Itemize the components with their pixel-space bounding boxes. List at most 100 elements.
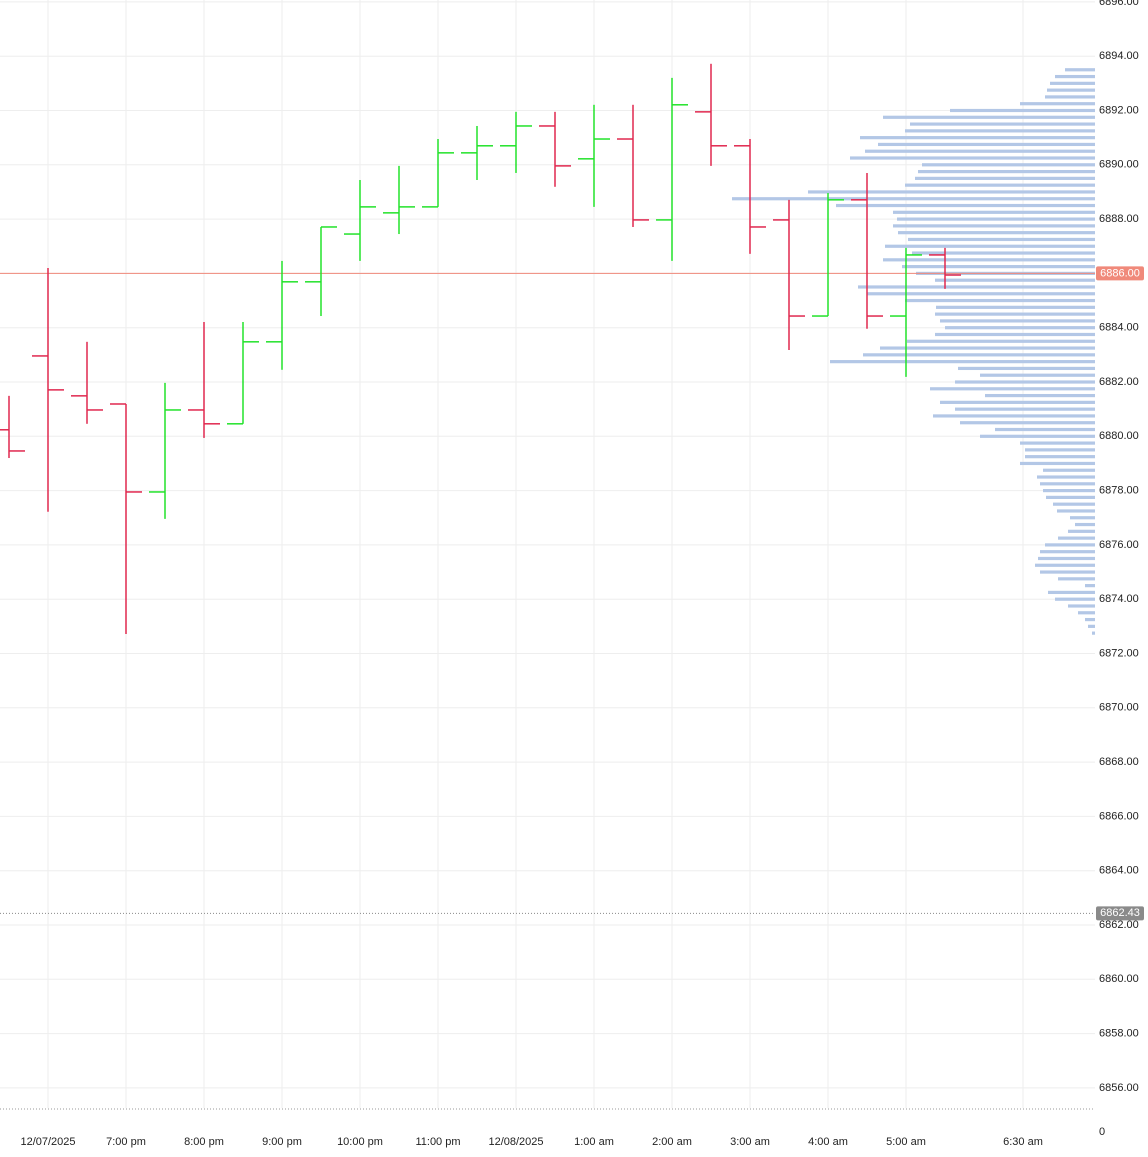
profile-bar bbox=[850, 156, 1095, 160]
profile-bar bbox=[955, 407, 1095, 411]
profile-bar bbox=[1046, 495, 1095, 499]
profile-bar bbox=[1068, 604, 1095, 608]
profile-bar bbox=[1020, 102, 1095, 106]
profile-bar bbox=[922, 163, 1095, 167]
profile-bar bbox=[1075, 522, 1095, 527]
x-tick-label: 10:00 pm bbox=[337, 1136, 383, 1148]
profile-bar bbox=[1020, 461, 1095, 466]
y-tick-label: 6880.00 bbox=[1099, 430, 1139, 442]
profile-bar bbox=[808, 190, 1095, 194]
profile-bar bbox=[905, 298, 1095, 303]
profile-bar bbox=[960, 421, 1095, 425]
profile-bar bbox=[830, 360, 1095, 364]
y-tick-label: 6866.00 bbox=[1099, 810, 1139, 822]
price-badge bbox=[1096, 266, 1144, 281]
y-tick-label: 6876.00 bbox=[1099, 539, 1139, 551]
profile-bar bbox=[1085, 617, 1095, 622]
profile-bar bbox=[1040, 550, 1095, 554]
x-tick-label: 4:00 am bbox=[808, 1136, 848, 1148]
x-tick-label: 1:00 am bbox=[574, 1136, 614, 1148]
profile-bar bbox=[945, 326, 1095, 330]
profile-bar bbox=[1092, 631, 1095, 635]
profile-bar bbox=[995, 427, 1095, 432]
profile-bar bbox=[1053, 502, 1095, 506]
profile-bar bbox=[1068, 529, 1095, 533]
profile-bar bbox=[836, 203, 1095, 208]
profile-bar bbox=[980, 434, 1095, 438]
profile-bar bbox=[940, 319, 1095, 323]
profile-bar bbox=[893, 210, 1095, 214]
profile-bar bbox=[865, 149, 1095, 153]
y-tick-label: 6882.00 bbox=[1099, 376, 1139, 388]
profile-bar bbox=[863, 353, 1095, 357]
x-tick-label: 8:00 pm bbox=[184, 1136, 224, 1148]
x-tick-label: 7:00 pm bbox=[106, 1136, 146, 1148]
profile-bar bbox=[885, 244, 1095, 248]
x-tick-label: 11:00 pm bbox=[415, 1136, 460, 1148]
y-tick-label: 6860.00 bbox=[1099, 973, 1139, 985]
profile-bar bbox=[955, 380, 1095, 384]
profile-bar bbox=[1045, 95, 1095, 99]
profile-bar bbox=[1043, 489, 1095, 493]
profile-bar bbox=[985, 393, 1095, 398]
profile-bar bbox=[907, 339, 1095, 343]
x-tick-label: 12/08/2025 bbox=[488, 1136, 543, 1148]
profile-bar bbox=[860, 136, 1095, 140]
profile-bar bbox=[915, 176, 1095, 180]
y-tick-label: 6862.00 bbox=[1099, 919, 1139, 931]
profile-bar bbox=[1037, 475, 1095, 479]
profile-bar bbox=[898, 231, 1095, 235]
profile-bar bbox=[1078, 611, 1095, 615]
profile-bar bbox=[1048, 590, 1095, 595]
y-tick-label: 6856.00 bbox=[1099, 1082, 1139, 1094]
profile-bar bbox=[883, 258, 1095, 262]
profile-bar bbox=[858, 285, 1095, 289]
profile-bar bbox=[893, 224, 1095, 228]
profile-bar bbox=[1040, 570, 1095, 574]
profile-bar bbox=[933, 414, 1095, 418]
profile-bar bbox=[1038, 556, 1095, 561]
x-tick-label: 2:00 am bbox=[652, 1136, 692, 1148]
profile-bar bbox=[935, 332, 1095, 337]
y-tick-label: 6868.00 bbox=[1099, 756, 1139, 768]
profile-bar bbox=[1058, 536, 1095, 540]
y-tick-label: 6864.00 bbox=[1099, 865, 1139, 877]
profile-bar bbox=[905, 129, 1095, 133]
profile-bar bbox=[940, 400, 1095, 404]
profile-bar bbox=[867, 292, 1095, 296]
price-badge-label: 6862.43 bbox=[1100, 907, 1140, 919]
x-tick-label: 9:00 pm bbox=[262, 1136, 302, 1148]
profile-bar bbox=[902, 265, 1095, 269]
profile-bar bbox=[897, 217, 1095, 221]
profile-bar bbox=[950, 108, 1095, 113]
y-tick-label: 6872.00 bbox=[1099, 647, 1139, 659]
profile-bar bbox=[912, 251, 1095, 255]
profile-bar bbox=[1055, 597, 1095, 601]
profile-bar bbox=[1020, 441, 1095, 445]
profile-bar bbox=[1070, 516, 1095, 520]
profile-bar bbox=[1043, 468, 1095, 472]
profile-bar bbox=[1035, 563, 1095, 567]
y-tick-label: 6878.00 bbox=[1099, 485, 1139, 497]
profile-bar bbox=[910, 122, 1095, 126]
profile-bar bbox=[1058, 577, 1095, 581]
x-tick-label: 6:30 am bbox=[1003, 1136, 1043, 1148]
y-tick-label: 6888.00 bbox=[1099, 213, 1139, 225]
y-tick-label: 6858.00 bbox=[1099, 1028, 1139, 1040]
profile-bar bbox=[1047, 88, 1095, 92]
y-tick-label: 6892.00 bbox=[1099, 104, 1139, 116]
profile-bar bbox=[1088, 624, 1095, 628]
profile-bar bbox=[936, 305, 1095, 309]
profile-bar bbox=[1057, 509, 1095, 513]
profile-bar bbox=[935, 312, 1095, 316]
profile-bar bbox=[935, 278, 1095, 282]
profile-bar bbox=[883, 115, 1095, 119]
y-tick-label: 6894.00 bbox=[1099, 50, 1139, 62]
profile-bar bbox=[878, 142, 1095, 147]
y-tick-label: 6884.00 bbox=[1099, 322, 1139, 334]
y-tick-label: 6870.00 bbox=[1099, 702, 1139, 714]
y-tick-label: 6890.00 bbox=[1099, 159, 1139, 171]
profile-bar bbox=[1050, 81, 1095, 85]
profile-bar bbox=[980, 373, 1095, 377]
